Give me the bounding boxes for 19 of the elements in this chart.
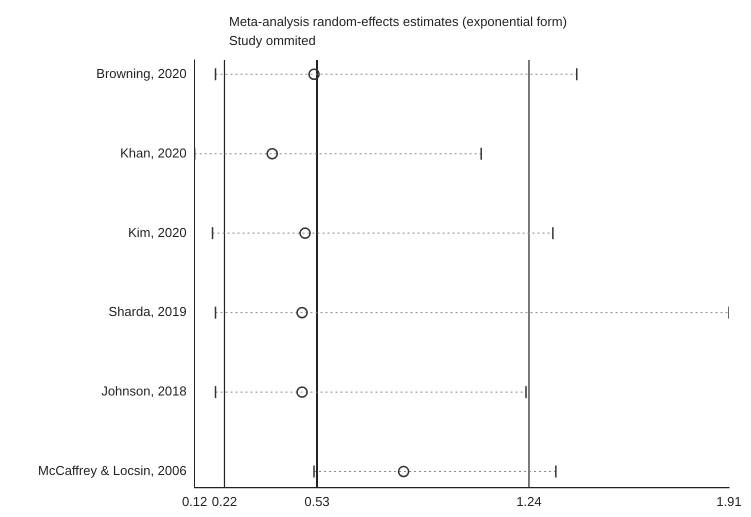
point bbox=[296, 306, 308, 318]
y-tick-label: Sharda, 2019 bbox=[108, 304, 187, 320]
chart-subtitle: Study ommited bbox=[229, 32, 317, 50]
x-tick-label: 0.12 bbox=[182, 494, 208, 509]
y-tick-label: Browning, 2020 bbox=[96, 66, 187, 81]
x-tick-label: 0.22 bbox=[212, 494, 238, 509]
point bbox=[296, 386, 308, 398]
y-tick-label: Khan, 2020 bbox=[120, 145, 187, 160]
x-tick-label: 1.91 bbox=[716, 494, 742, 509]
point bbox=[299, 227, 311, 239]
point bbox=[398, 466, 410, 478]
x-tick-label: 0.53 bbox=[304, 494, 330, 509]
y-tick-label: Kim, 2020 bbox=[128, 224, 187, 240]
point bbox=[266, 148, 278, 160]
x-tick-label: 1.24 bbox=[516, 494, 542, 509]
point bbox=[308, 68, 320, 80]
chart-title: Meta-analysis random-effects estimates (exponential form) bbox=[229, 13, 567, 31]
y-tick-label: McCaffrey & Locsin, 2006 bbox=[38, 463, 187, 478]
y-tick-label: Johnson, 2018 bbox=[101, 384, 187, 399]
